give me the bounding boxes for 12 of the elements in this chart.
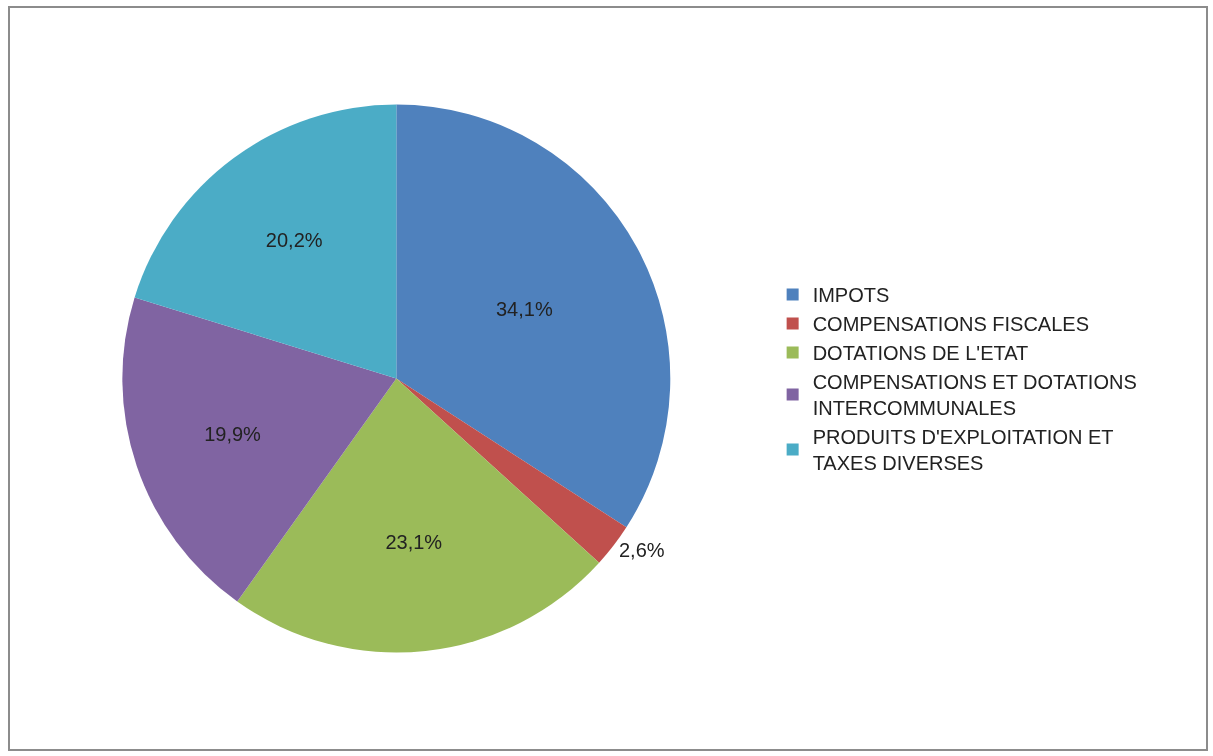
data-label: 34,1%	[495, 297, 553, 320]
legend-label: IMPOTS	[812, 284, 890, 307]
data-label: 19,9%	[204, 422, 262, 445]
legend-label: COMPENSATIONS ET DOTATIONS INTERCOMMUNALES	[812, 371, 1137, 420]
pie-slice	[396, 104, 670, 528]
data-label: 20,2%	[265, 229, 323, 252]
legend-label: COMPENSATIONS FISCALES	[812, 313, 1089, 336]
data-label: 2,6%	[618, 538, 665, 561]
data-label: 23,1%	[385, 531, 443, 554]
legend-label: DOTATIONS DE L'ETAT	[812, 342, 1029, 365]
pie-slice	[134, 104, 397, 379]
legend-label: PRODUITS D'EXPLOITATION ET TAXES DIVERSES	[812, 426, 1114, 475]
